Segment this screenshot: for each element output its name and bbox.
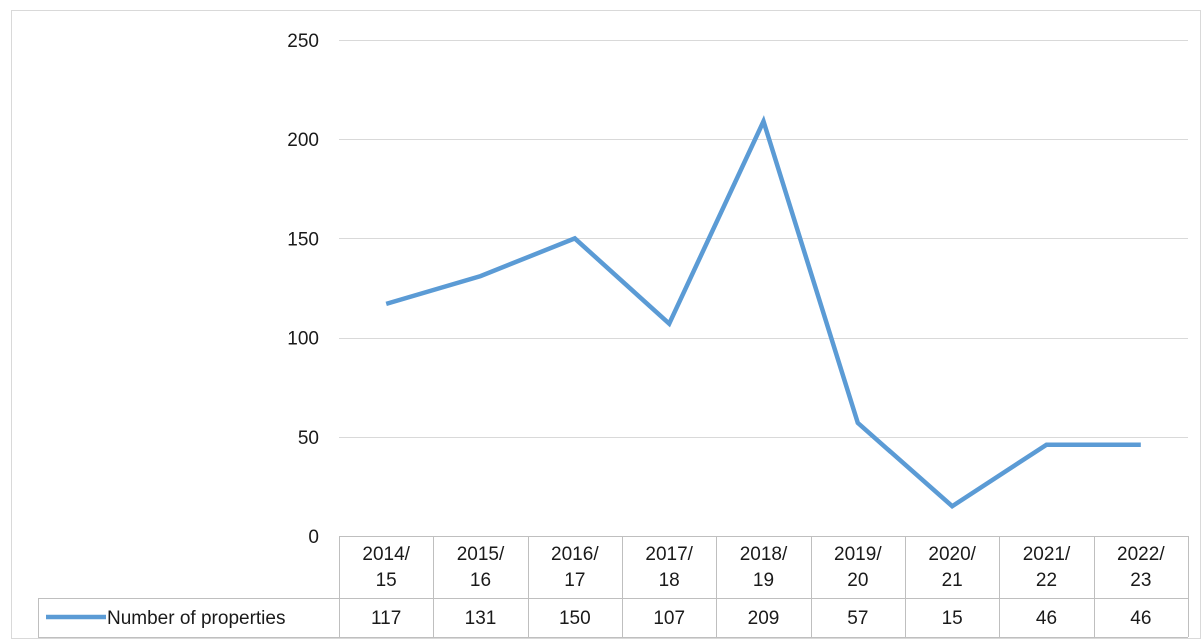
x-tick-label: 2021/ [1023,544,1071,565]
x-tick-label: 21 [942,570,963,591]
data-table-value: 46 [1036,608,1057,629]
x-tick-label: 20 [847,570,868,591]
y-tick-label: 250 [287,31,319,52]
series-line [386,121,1141,506]
x-tick-label: 18 [659,570,680,591]
legend-label: Number of properties [107,608,285,629]
x-tick-label: 2016/ [551,544,599,565]
x-tick-label: 2017/ [645,544,693,565]
x-tick-label: 2018/ [740,544,788,565]
data-table-value: 209 [748,608,780,629]
x-tick-label: 22 [1036,570,1057,591]
x-tick-label: 23 [1130,570,1151,591]
y-tick-label: 0 [308,527,319,548]
y-tick-label: 50 [298,428,319,449]
x-tick-label: 16 [470,570,491,591]
x-tick-label: 17 [564,570,585,591]
data-table: 2014/15 2015/16 2016/17 2017/18 2018/19 2019/… [38,536,1189,638]
x-tick-label: 2020/ [928,544,976,565]
data-table-value: 57 [847,608,868,629]
data-table-value: 131 [465,608,497,629]
x-tick-label: 2014/ [362,544,410,565]
y-tick-label: 200 [287,130,319,151]
data-table-value: 117 [371,608,401,629]
x-tick-label: 2015/ [457,544,505,565]
y-tick-label: 150 [287,229,319,250]
y-axis-tick-labels: 0 50 100 150 200 250 [287,31,319,548]
series-lines [386,121,1141,506]
data-table-value: 107 [653,608,685,629]
y-tick-label: 100 [287,329,319,350]
x-tick-label: 19 [753,570,774,591]
data-table-value: 15 [942,608,963,629]
data-table-value: 150 [559,608,591,629]
x-tick-label: 2022/ [1117,544,1165,565]
x-tick-label: 2019/ [834,544,882,565]
x-tick-label: 15 [376,570,397,591]
data-table-value: 46 [1130,608,1151,629]
gridlines [339,41,1188,438]
